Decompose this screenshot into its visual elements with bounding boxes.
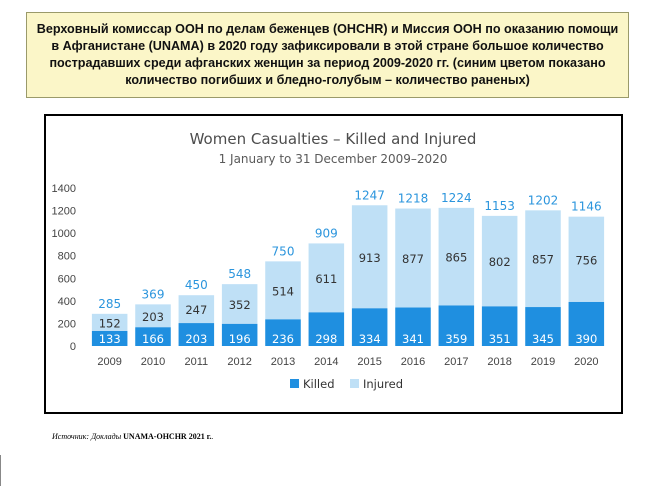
injured-value-label: 611 [315,272,337,286]
total-value-label: 1153 [484,199,515,213]
injured-value-label: 203 [142,310,164,324]
injured-value-label: 877 [402,252,424,266]
killed-bar [351,308,388,346]
women-casualties-chart: Women Casualties – Killed and Injured 1 … [52,130,605,391]
injured-bar [178,295,215,324]
page-edge-rule [0,455,1,486]
x-tick-label: 2019 [531,356,555,368]
injured-value-label: 514 [272,284,294,298]
x-tick-label: 2020 [574,356,598,368]
killed-value-label: 203 [185,332,207,346]
injured-value-label: 802 [489,255,511,269]
killed-bar [395,307,431,346]
killed-value-label: 166 [142,332,164,346]
x-tick-label: 2013 [271,356,295,368]
x-tick-label: 2017 [444,356,468,368]
y-tick-label: 1400 [52,183,76,195]
x-tick-label: 2015 [357,356,381,368]
total-value-label: 548 [228,267,251,281]
killed-value-label: 133 [99,332,121,346]
killed-value-label: 390 [575,332,597,346]
injured-bar [351,205,388,309]
killed-bar [438,305,475,346]
injured-value-label: 152 [99,316,121,330]
source-note: Источник: Доклады UNAMA-OHCHR 2021 г.. [52,432,213,441]
chart-title: Women Casualties – Killed and Injured [190,130,477,148]
legend-injured-label: Injured [363,377,403,391]
killed-value-label: 359 [445,332,467,346]
killed-bar [265,319,301,346]
injured-value-label: 913 [359,251,381,265]
killed-value-label: 351 [489,332,511,346]
x-tick-label: 2012 [227,356,251,368]
y-tick-label: 400 [58,296,76,308]
injured-bar [135,304,171,328]
y-tick-label: 800 [58,251,76,263]
injured-value-label: 756 [575,253,597,267]
caption-box: Верховный комиссар ООН по делам беженцев… [26,12,629,98]
killed-bar [221,323,258,346]
legend-killed-swatch [290,379,299,388]
injured-bar [525,210,561,308]
caption-text: Верховный комиссар ООН по делам беженцев… [36,22,619,87]
y-tick-label: 1200 [52,206,76,218]
total-value-label: 285 [98,297,121,311]
y-tick-label: 0 [70,341,76,353]
x-tick-label: 2011 [185,356,209,368]
killed-bar [178,323,215,346]
total-value-label: 1146 [571,200,602,214]
killed-value-label: 345 [532,332,554,346]
killed-bar [91,330,128,346]
killed-value-label: 298 [315,332,337,346]
x-tick-label: 2010 [141,356,165,368]
y-tick-label: 600 [58,273,76,285]
killed-bar [308,312,345,346]
y-tick-label: 1000 [52,228,76,240]
x-tick-label: 2016 [401,356,425,368]
total-value-label: 909 [315,226,338,240]
x-tick-label: 2014 [314,356,338,368]
total-value-label: 1247 [354,188,385,202]
x-tick-label: 2018 [487,356,511,368]
total-value-label: 1224 [441,191,472,205]
killed-value-label: 341 [402,332,424,346]
source-report: UNAMA-OHCHR 2021 г. [123,432,212,441]
injured-value-label: 865 [445,251,467,265]
killed-value-label: 236 [272,332,294,346]
total-value-label: 1218 [398,192,429,206]
total-value-label: 750 [272,244,295,258]
injured-bar [265,261,301,320]
source-suffix: . [211,432,214,441]
injured-bar [308,243,345,313]
y-tick-label: 200 [58,318,76,330]
injured-bar [395,208,431,308]
legend-injured-swatch [350,379,359,388]
injured-bar [221,284,258,324]
total-value-label: 450 [185,278,208,292]
chart-subtitle: 1 January to 31 December 2009–2020 [219,152,448,166]
injured-bar [568,216,605,302]
legend-killed-label: Killed [303,377,335,391]
source-prefix: Источник: Доклады [52,432,124,441]
injured-bar [91,313,128,331]
injured-value-label: 247 [185,303,207,317]
killed-bar [568,301,605,346]
total-value-label: 1202 [528,193,559,207]
injured-bar [481,215,518,307]
total-value-label: 369 [142,287,165,301]
injured-bar [438,207,475,306]
killed-value-label: 334 [359,332,381,346]
injured-value-label: 352 [229,298,251,312]
killed-bar [481,306,518,346]
x-tick-label: 2009 [97,356,121,368]
killed-bar [135,327,171,346]
injured-value-label: 857 [532,253,554,267]
killed-bar [525,307,561,346]
killed-value-label: 196 [229,332,251,346]
